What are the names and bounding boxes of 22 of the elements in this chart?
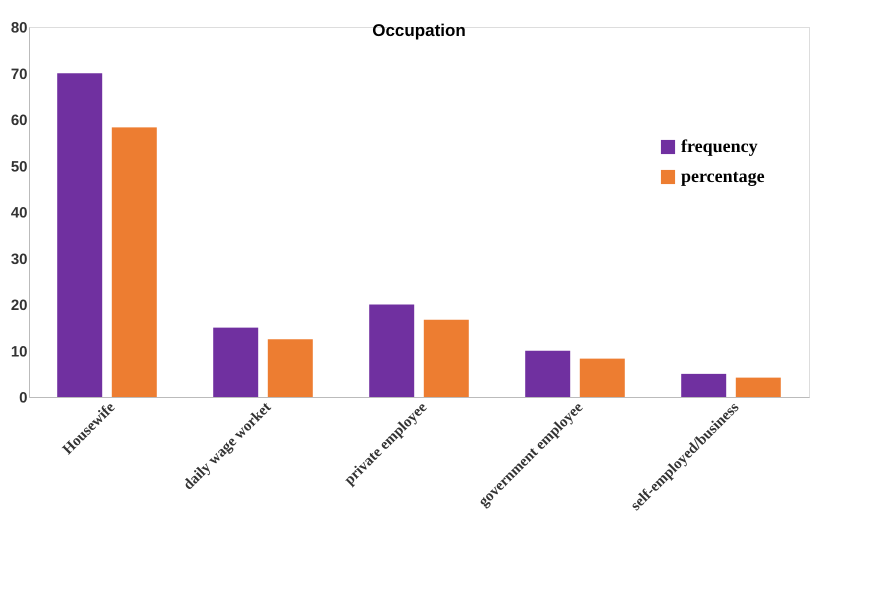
y-tick-label: 0 <box>19 390 28 406</box>
legend-label: percentage <box>681 166 765 186</box>
bar <box>525 350 570 397</box>
y-tick-label: 30 <box>10 250 28 268</box>
bar <box>268 339 313 397</box>
y-tick-label: 40 <box>10 204 28 222</box>
y-tick-label: 50 <box>10 158 28 176</box>
legend-label: frequency <box>681 136 758 156</box>
bar <box>369 304 414 397</box>
bar <box>213 328 258 397</box>
bar <box>580 358 625 397</box>
bar <box>112 127 157 397</box>
chart-title: Occupation <box>372 21 466 40</box>
bar <box>681 374 726 397</box>
bar <box>736 378 781 397</box>
y-tick-label: 60 <box>10 112 28 129</box>
y-tick-label: 70 <box>10 66 28 83</box>
y-tick-label: 10 <box>10 343 28 360</box>
y-tick-label: 80 <box>10 20 28 36</box>
y-tick-label: 20 <box>10 297 28 314</box>
bar <box>57 73 102 397</box>
bar <box>424 320 469 397</box>
